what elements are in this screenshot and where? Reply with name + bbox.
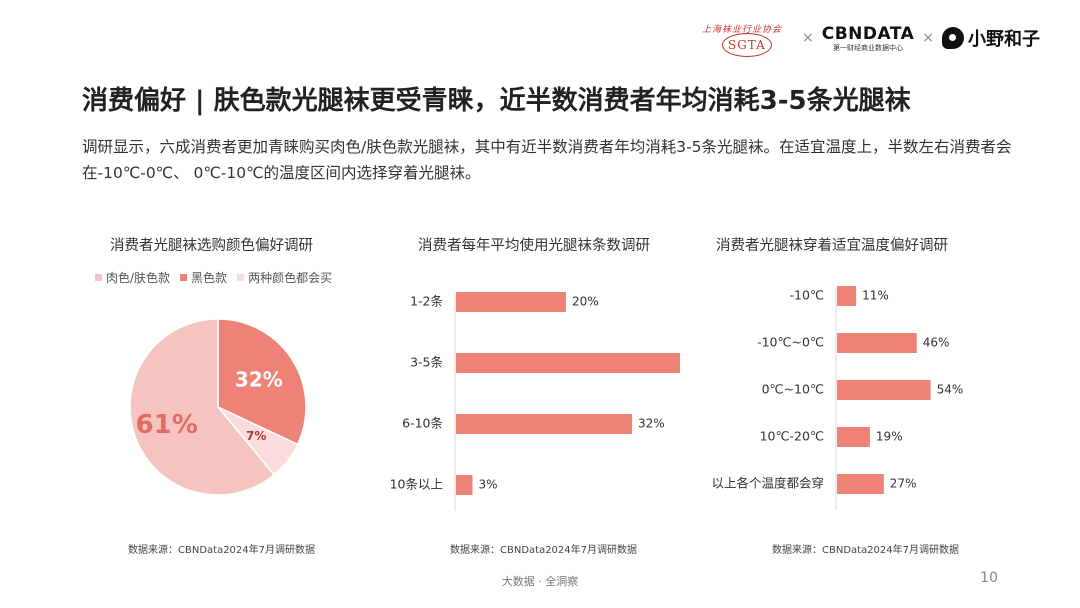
usage-chart-title: 消费者每年平均使用光腿袜条数调研	[418, 238, 650, 254]
sgta-logo: 上海袜业行业协会 SGTA	[702, 18, 794, 58]
bar	[837, 474, 884, 494]
cbndata-logo-sub: 第一财经商业数据中心	[832, 43, 903, 52]
legend-swatch	[180, 274, 188, 281]
pie-slice	[217, 318, 307, 446]
usage-chart-source: 数据来源：CBNData2024年7月调研数据	[450, 545, 638, 556]
page-description: 调研显示，六成消费者更加青睐购买肉色/肤色款光腿袜，其中有近半数消费者年均消耗3…	[82, 138, 1012, 182]
bar	[837, 286, 857, 306]
bar-category-label: 6-10条	[402, 416, 443, 431]
legend-item: 肉色/肤色款	[95, 269, 170, 286]
bar-value-label: 46%	[923, 336, 950, 350]
bar-value-label: 54%	[937, 383, 964, 397]
pie-slice	[129, 318, 276, 496]
bar-value-label: 27%	[890, 477, 917, 491]
bar-category-label: 10℃-20℃	[760, 429, 824, 444]
legend-item: 两种颜色都会买	[237, 269, 332, 286]
bar	[456, 414, 632, 434]
bar	[456, 353, 680, 373]
bar	[456, 475, 473, 495]
cbndata-logo: CBNDATA 第一财经商业数据中心	[822, 24, 915, 53]
pie-legend: 肉色/肤色款 黑色款 两种颜色都会买	[95, 269, 332, 286]
temperature-bar-chart: -10℃ 11% -10℃~0℃ 46% 0℃~10℃ 54% 10℃-20℃ 19% 以上各个…	[711, 286, 964, 510]
bar-value-label: 3%	[479, 478, 498, 492]
bar-category-label: 以上各个温度都会穿	[711, 476, 824, 491]
bar-category-label: 10条以上	[390, 477, 443, 492]
pie-slice-label: 61%	[136, 410, 198, 440]
logo-separator: ×	[922, 30, 934, 46]
bar	[456, 292, 566, 312]
pie-slice-label: 32%	[235, 368, 283, 392]
bar-category-label: 1-2条	[410, 294, 443, 309]
footer-tagline: 大数据 · 全洞察	[501, 575, 579, 588]
pie-chart: 32% 7% 61%	[129, 318, 307, 496]
bar	[837, 380, 931, 400]
legend-label: 肉色/肤色款	[106, 271, 171, 285]
bar-value-label: 20%	[572, 295, 599, 309]
legend-label: 两种颜色都会买	[248, 271, 333, 285]
pie-slice-label: 7%	[246, 429, 266, 443]
partner-logos: 上海袜业行业协会 SGTA × CBNDATA 第一财经商业数据中心 × 小野和…	[702, 18, 1040, 58]
pie-chart-source: 数据来源：CBNData2024年7月调研数据	[128, 545, 316, 556]
bar-category-label: -10℃~0℃	[757, 335, 824, 350]
pie-chart-title: 消费者光腿袜选购颜色偏好调研	[110, 238, 313, 254]
xiaoyehezi-logo: 小野和子	[942, 25, 1040, 51]
xiaoyehezi-logo-icon	[942, 27, 964, 49]
bar	[837, 333, 917, 353]
page-title: 消费偏好 | 肤色款光腿袜更受青睐，近半数消费者年均消耗3-5条光腿袜	[82, 86, 911, 116]
sgta-logo-text: SGTA	[727, 38, 766, 52]
cbndata-logo-main: CBNDATA	[821, 23, 915, 44]
legend-item: 黑色款	[180, 269, 227, 286]
xiaoyehezi-logo-text: 小野和子	[968, 29, 1040, 50]
bar-value-label: 32%	[638, 417, 665, 431]
sgta-logo-script: 上海袜业行业协会	[701, 25, 782, 35]
page-number: 10	[980, 570, 998, 586]
bar-value-label: 11%	[862, 289, 889, 303]
bar-category-label: 0℃~10℃	[762, 382, 824, 397]
bar-category-label: -10℃	[790, 288, 824, 303]
temperature-chart-title: 消费者光腿袜穿着适宜温度偏好调研	[716, 238, 948, 254]
legend-swatch	[95, 274, 102, 281]
legend-swatch	[237, 274, 245, 281]
temperature-chart-source: 数据来源：CBNData2024年7月调研数据	[772, 545, 960, 556]
sgta-logo-ring	[721, 33, 772, 57]
bar	[837, 427, 870, 447]
bar-value-label: 19%	[876, 430, 903, 444]
legend-label: 黑色款	[191, 271, 228, 285]
logo-separator: ×	[801, 30, 814, 46]
bar-category-label: 3-5条	[410, 355, 443, 370]
